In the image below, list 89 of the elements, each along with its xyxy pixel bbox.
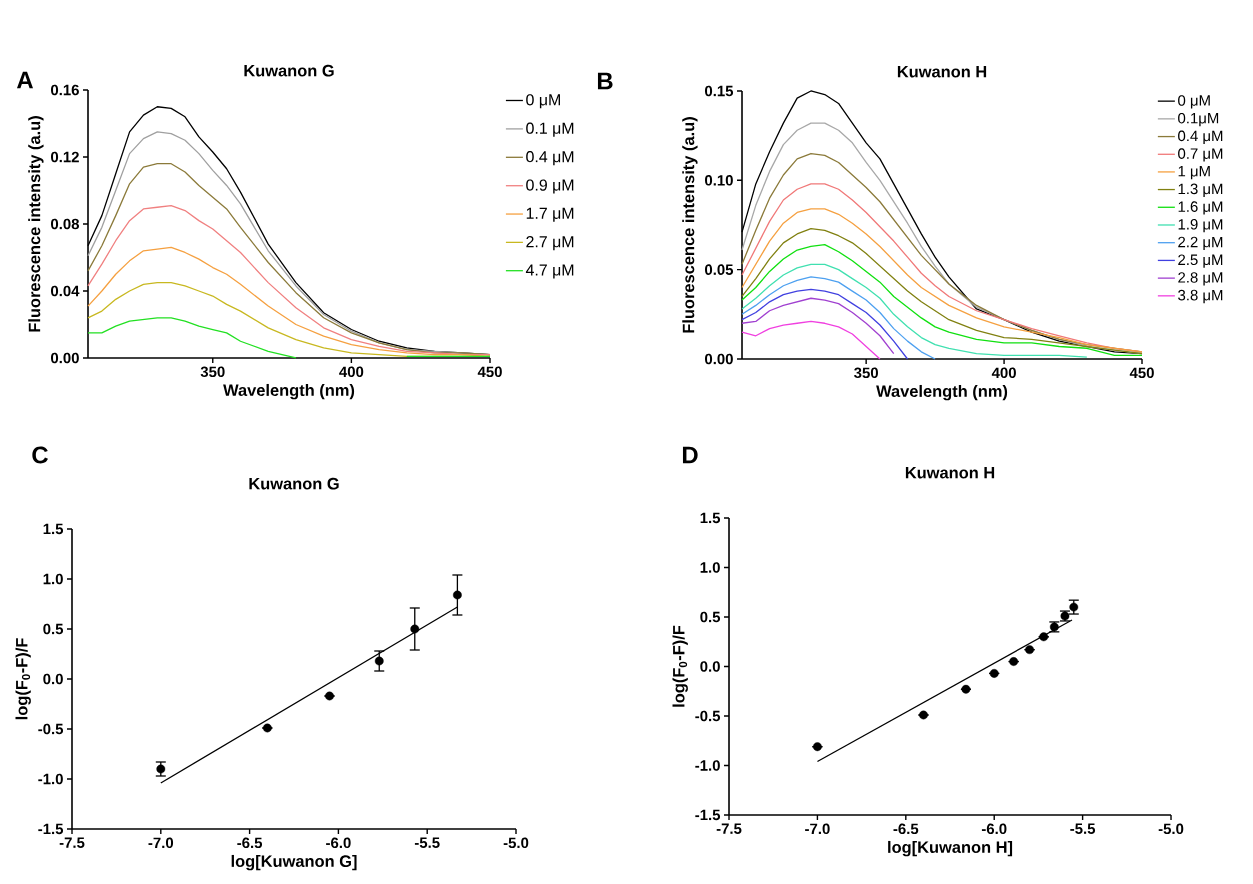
y-axis-title: Fluorescence intensity (a.u) <box>28 116 44 332</box>
x-tick-label: 350 <box>854 367 878 379</box>
line-series <box>741 276 936 360</box>
y-tick-label: 0.16 <box>50 84 79 96</box>
text: C <box>32 446 48 464</box>
point <box>919 710 928 720</box>
y-tick-label: -1.0 <box>38 773 63 785</box>
x-axis-title: log[Kuwanon H] <box>888 840 1013 857</box>
x-tick-label: -5.5 <box>1070 823 1096 834</box>
y-tick-label: 0.08 <box>50 218 80 230</box>
x-tick-label: 450 <box>1129 367 1154 379</box>
y-tick-label: 0.12 <box>50 151 79 163</box>
x-tick-label: 450 <box>477 366 502 378</box>
chart-title: Kuwanon H <box>905 467 995 479</box>
x-tick-label: -7.5 <box>716 823 742 834</box>
x-tick-label: -7.0 <box>148 837 174 849</box>
y-tick-label: 0.5 <box>700 611 721 623</box>
legend-label: 2.8 μM <box>1178 272 1223 286</box>
x-tick-label: 400 <box>339 366 364 378</box>
y-tick-label: -1.5 <box>695 809 721 821</box>
point <box>262 723 272 733</box>
y-axis-title: log(F$_{0}$-F)/F <box>672 625 688 707</box>
x-tick-label: -5.0 <box>503 837 529 849</box>
text: D <box>682 446 698 464</box>
y-tick-label: 0.00 <box>50 352 79 364</box>
y-tick-label: 0.00 <box>704 353 733 365</box>
legend-label: 0 μM <box>526 94 560 109</box>
x-tick-label: -6.5 <box>893 823 919 835</box>
y-tick-label: 0.04 <box>50 285 80 297</box>
x-axis-title: Wavelength (nm) <box>223 383 355 400</box>
legend-label: 1 μM <box>1178 166 1210 180</box>
y-tick-label: 1.0 <box>43 573 63 585</box>
y-tick-label: 0.05 <box>704 264 734 275</box>
y-tick-label: 1.5 <box>43 523 64 535</box>
x-tick-label: -6.5 <box>237 837 263 849</box>
y-tick-label: 0.10 <box>704 175 733 186</box>
y-tick-label: 1.0 <box>700 562 720 573</box>
x-tick-label: -6.0 <box>981 823 1007 835</box>
legend-label: 0 μM <box>1178 95 1210 109</box>
legend-label: 0.4 μM <box>526 151 574 166</box>
text: B <box>597 72 613 90</box>
legend-label: 2.5 μM <box>1178 254 1223 268</box>
x-tick-label: 350 <box>200 366 225 378</box>
legend-label: 1.3 μM <box>1178 183 1223 197</box>
legend-label: 0.7 μM <box>1178 148 1223 162</box>
legend-label: 1.6 μM <box>1178 201 1223 215</box>
x-tick-label: -5.0 <box>1158 823 1184 835</box>
chart-title: Kuwanon G <box>244 64 334 77</box>
x-tick-label: -5.5 <box>414 837 440 848</box>
legend-label: 1.9 μM <box>1178 219 1223 233</box>
point <box>325 691 334 701</box>
y-tick-label: 0.15 <box>704 85 734 97</box>
point <box>410 624 420 634</box>
x-tick-label: -7.0 <box>805 823 830 835</box>
x-tick-label: -7.5 <box>59 837 85 848</box>
y-tick-label: -0.5 <box>38 723 64 735</box>
legend-label: 3.8 μM <box>1178 289 1223 304</box>
point <box>453 590 462 600</box>
legend-label: 2.7 μM <box>526 236 574 251</box>
legend-label: 1.7 μM <box>526 207 574 222</box>
point <box>813 742 822 752</box>
x-tick-label: -6.0 <box>326 837 351 849</box>
point <box>1039 632 1049 642</box>
y-axis-title: Fluorescence intensity (a.u) <box>682 117 698 333</box>
legend-label: 0.1μM <box>1178 112 1219 127</box>
point <box>961 684 971 694</box>
y-tick-label: -1.5 <box>38 823 64 835</box>
y-tick-label: 0.0 <box>43 673 63 685</box>
point <box>1025 645 1034 655</box>
y-axis-title: log(F$_{0}$-F)/F <box>15 638 31 720</box>
point <box>374 656 384 666</box>
legend-label: 0.1 μM <box>526 122 574 137</box>
x-tick-label: 400 <box>991 367 1016 379</box>
legend-label: 0.4 μM <box>1178 130 1223 144</box>
line-series <box>741 288 909 360</box>
legend-label: 2.2 μM <box>1178 236 1223 251</box>
y-tick-label: -0.5 <box>695 710 721 722</box>
y-tick-label: 1.5 <box>700 512 721 524</box>
y-tick-label: -1.0 <box>695 760 720 771</box>
legend-label: 0.9 μM <box>526 179 574 194</box>
chart-title: Kuwanon H <box>897 66 987 78</box>
chart-title: Kuwanon G <box>249 477 339 490</box>
y-tick-label: 0.0 <box>700 661 720 672</box>
text: A <box>16 71 34 89</box>
legend-label: 4.7 μM <box>525 264 574 279</box>
x-axis-title: log[Kuwanon G] <box>231 854 357 871</box>
x-axis-title: Wavelength (nm) <box>876 384 1008 401</box>
y-tick-label: 0.5 <box>43 623 64 635</box>
line-series <box>741 320 881 360</box>
